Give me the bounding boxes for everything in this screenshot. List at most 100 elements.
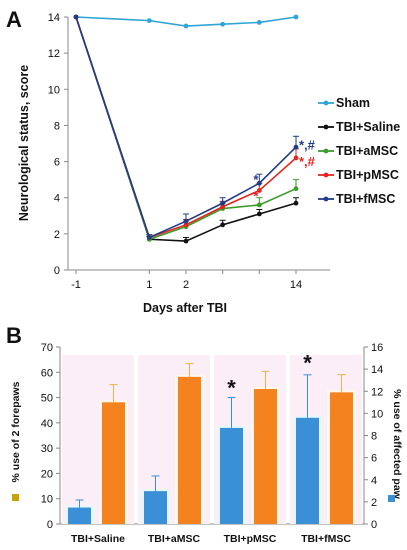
significance-marker: * bbox=[227, 376, 236, 401]
legend-label: TBI+fMSC bbox=[336, 192, 395, 206]
x-tick-label: 1 bbox=[146, 279, 152, 291]
data-point bbox=[183, 218, 189, 224]
y-right-tick-label: 12 bbox=[371, 386, 383, 398]
significance-marker: * bbox=[303, 350, 312, 375]
legend-swatch-marker bbox=[323, 148, 329, 154]
data-point bbox=[256, 188, 262, 193]
data-point bbox=[183, 23, 189, 29]
panel-a-legend: Sham TBI+Saline TBI+aMSC TBI+pMSC TBI+fMSC bbox=[318, 96, 400, 206]
right-axis-color-key bbox=[388, 495, 395, 502]
y-left-tick-label: 30 bbox=[41, 443, 53, 455]
bar-group-tbi-fmsc: TBI+fMSC bbox=[290, 355, 362, 545]
category-label: TBI+Saline bbox=[71, 533, 125, 545]
y-tick-label: 14 bbox=[48, 12, 60, 24]
legend-swatch-marker bbox=[323, 196, 329, 202]
bar bbox=[330, 392, 353, 524]
legend-label: TBI+aMSC bbox=[336, 144, 398, 158]
series-line bbox=[75, 16, 297, 242]
data-point bbox=[220, 204, 226, 210]
y-left-tick-label: 40 bbox=[41, 418, 53, 430]
bar-group-tbi-saline: TBI+Saline bbox=[62, 355, 134, 545]
significance-marker: *,# bbox=[299, 138, 316, 153]
bar bbox=[68, 507, 91, 524]
y-right-tick-label: 10 bbox=[371, 408, 383, 420]
y-left-tick-label: 70 bbox=[41, 342, 53, 354]
y-tick-label: 0 bbox=[54, 265, 60, 277]
x-tick-label: -1 bbox=[71, 279, 81, 291]
data-point bbox=[183, 238, 189, 244]
data-point bbox=[220, 200, 226, 206]
y-left-tick-label: 50 bbox=[41, 393, 53, 405]
series-tbi-amsc bbox=[73, 14, 299, 242]
series-line bbox=[75, 16, 297, 239]
y-tick-label: 8 bbox=[54, 120, 60, 132]
bar bbox=[296, 417, 319, 524]
y-left-tick-label: 0 bbox=[47, 519, 53, 531]
data-point bbox=[256, 20, 262, 25]
category-label: TBI+fMSC bbox=[301, 533, 351, 545]
data-point bbox=[293, 155, 299, 161]
y-left-tick-label: 10 bbox=[41, 494, 53, 506]
panel-a: A Neurological status, score Days after … bbox=[6, 7, 400, 315]
y-tick-label: 12 bbox=[48, 48, 60, 60]
y-right-tick-label: 0 bbox=[371, 519, 377, 531]
data-point bbox=[256, 202, 262, 208]
data-point bbox=[183, 222, 189, 228]
series-line bbox=[75, 16, 297, 241]
y-tick-label: 2 bbox=[54, 229, 60, 241]
significance-marker: *,# bbox=[299, 154, 316, 169]
data-point bbox=[73, 14, 79, 20]
category-label: TBI+pMSC bbox=[224, 533, 277, 545]
y-tick-label: 10 bbox=[48, 84, 60, 96]
significance-marker: * bbox=[253, 172, 259, 187]
left-axis-color-key bbox=[12, 494, 19, 501]
bar bbox=[102, 402, 125, 524]
series-line bbox=[75, 16, 297, 239]
y-right-tick-label: 8 bbox=[371, 431, 377, 443]
series-line bbox=[75, 16, 297, 27]
panel-b-label: B bbox=[6, 323, 22, 348]
bar-group-tbi-pmsc: TBI+pMSC bbox=[214, 355, 286, 545]
data-point bbox=[293, 186, 299, 192]
y-right-tick-label: 14 bbox=[371, 364, 383, 376]
x-tick-label: 2 bbox=[183, 279, 189, 291]
series-tbi-saline bbox=[73, 14, 299, 244]
bar bbox=[178, 376, 201, 524]
data-point bbox=[293, 200, 299, 206]
panel-a-annotations: ** *,#*,# bbox=[253, 138, 315, 204]
legend-label: TBI+Saline bbox=[336, 120, 400, 134]
bar bbox=[254, 389, 277, 524]
y-left-tick-label: 60 bbox=[41, 367, 53, 379]
data-point bbox=[220, 21, 226, 27]
data-point bbox=[146, 235, 152, 240]
y-right-tick-label: 2 bbox=[371, 497, 377, 509]
panel-b: B % use of 2 forepaws % use of affected … bbox=[6, 323, 403, 545]
data-point bbox=[220, 222, 226, 228]
legend-swatch-marker bbox=[323, 124, 329, 130]
data-point bbox=[293, 144, 299, 150]
panel-b-ylabel-left: % use of 2 forepaws bbox=[10, 381, 22, 482]
panel-a-ylabel: Neurological status, score bbox=[17, 65, 31, 221]
significance-marker: * bbox=[253, 188, 259, 203]
series-tbi-pmsc bbox=[73, 14, 299, 240]
y-tick-label: 4 bbox=[54, 193, 60, 205]
panel-b-bars: TBI+Saline TBI+aMSC TBI+pMSC TBI+fMSC bbox=[62, 355, 362, 545]
legend-swatch-marker bbox=[323, 100, 329, 106]
panel-b-ylabel-right: % use of affected paw bbox=[391, 389, 403, 500]
y-right-tick-label: 16 bbox=[371, 342, 383, 354]
y-right-tick-label: 6 bbox=[371, 453, 377, 465]
bar bbox=[144, 491, 167, 524]
panel-a-xlabel: Days after TBI bbox=[143, 301, 227, 315]
legend-label: TBI+pMSC bbox=[336, 168, 399, 182]
y-right-tick-label: 4 bbox=[371, 475, 377, 487]
data-point bbox=[293, 14, 299, 20]
data-point bbox=[256, 180, 262, 186]
bar-group-tbi-amsc: TBI+aMSC bbox=[138, 355, 210, 545]
data-point bbox=[146, 18, 152, 24]
y-tick-label: 6 bbox=[54, 157, 60, 169]
panel-a-label: A bbox=[6, 7, 22, 32]
data-point bbox=[256, 211, 262, 217]
panel-b-annotations: ** bbox=[227, 350, 312, 400]
